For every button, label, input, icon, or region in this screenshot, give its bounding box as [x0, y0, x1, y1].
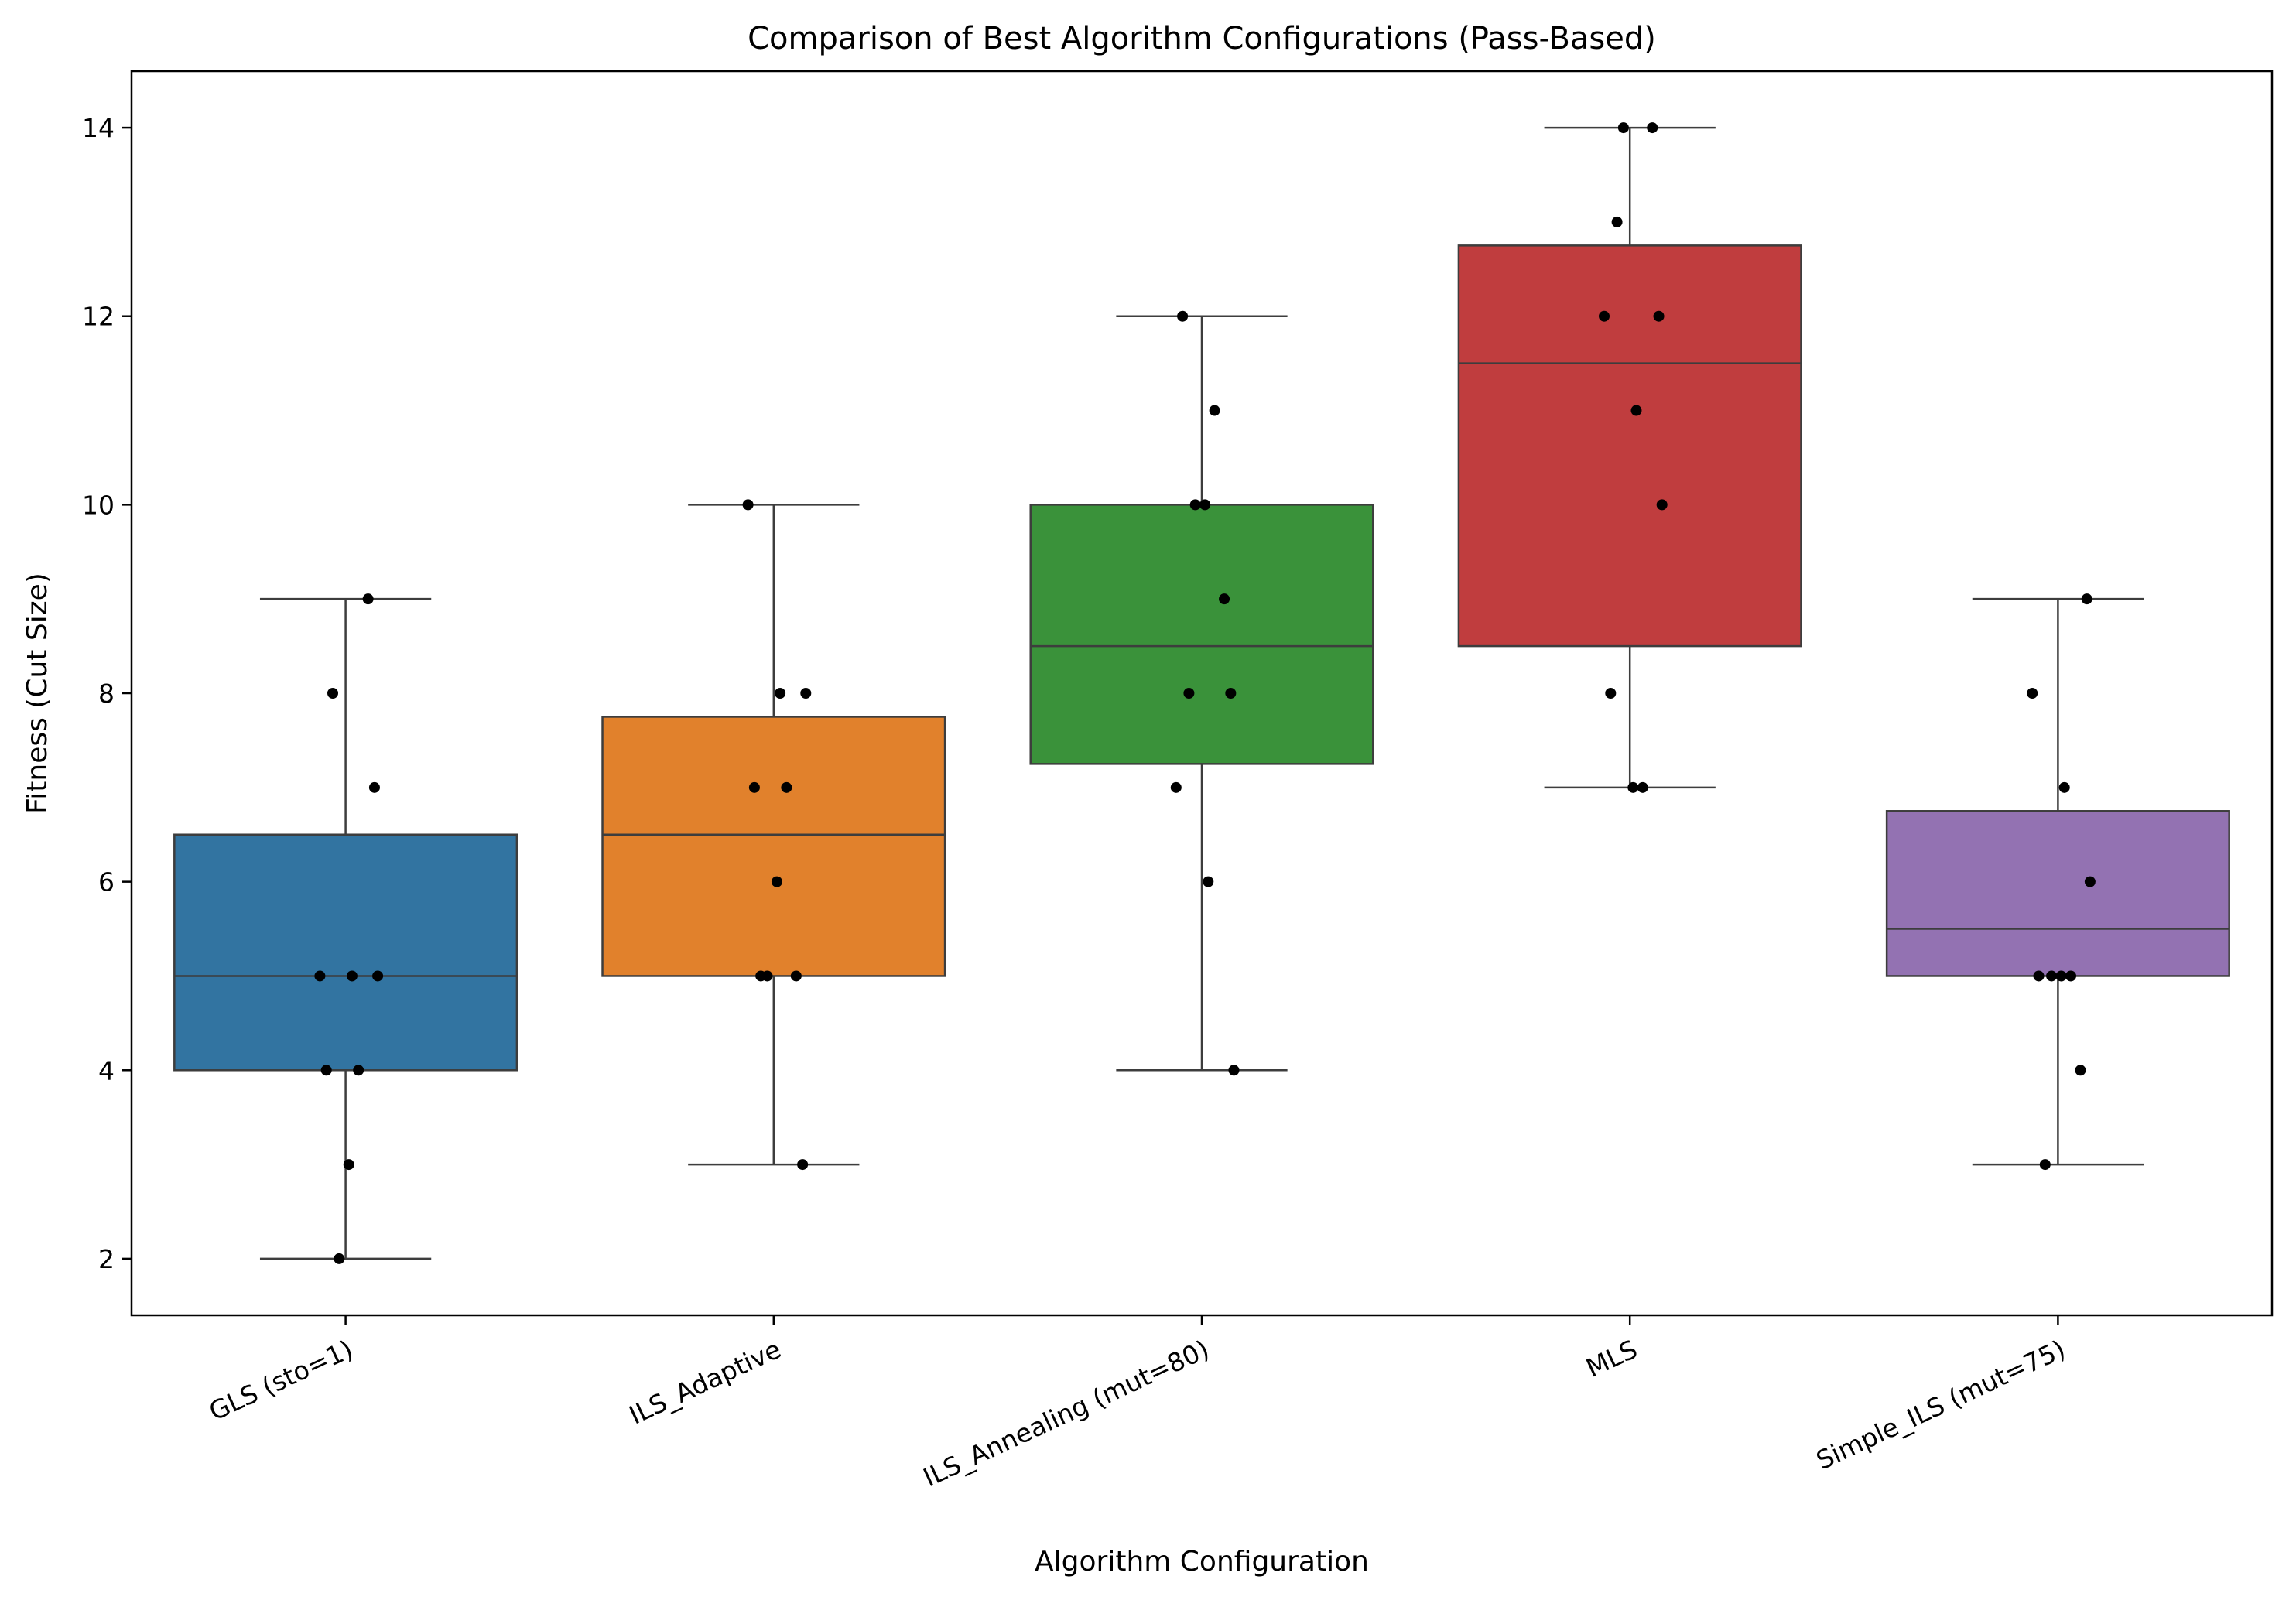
data-point — [346, 970, 358, 982]
y-axis: 2 4 6 8 10 12 14 — [82, 113, 132, 1274]
y-tick-label: 8 — [98, 679, 115, 709]
data-point — [372, 970, 384, 982]
data-point — [353, 1065, 364, 1076]
box-group-2 — [601, 504, 946, 1166]
data-point — [797, 1159, 809, 1171]
data-point — [1599, 310, 1610, 322]
x-axis: GLS (sto=1) ILS_Adaptive ILS_Annealing (mu… — [204, 1315, 2070, 1492]
data-point — [790, 970, 802, 982]
data-point — [2039, 1159, 2051, 1171]
data-point — [800, 688, 812, 699]
data-point — [362, 593, 374, 605]
data-point — [1189, 499, 1201, 511]
data-point — [2033, 970, 2045, 982]
plot-area — [173, 122, 2230, 1264]
data-point — [1617, 122, 1629, 134]
iqr-box — [1457, 244, 1802, 648]
data-point — [748, 781, 760, 793]
data-point — [1203, 876, 1214, 887]
data-point — [742, 499, 754, 511]
data-point — [2027, 688, 2038, 699]
data-point — [1637, 781, 1648, 793]
x-tick-label: Simple_ILS (mut=75) — [1812, 1334, 2070, 1475]
data-point — [1653, 310, 1665, 322]
data-point — [334, 1253, 345, 1264]
data-point — [775, 688, 786, 699]
y-tick-label: 2 — [98, 1244, 115, 1274]
data-point — [343, 1159, 354, 1171]
data-point — [1177, 310, 1189, 322]
iqr-box — [601, 716, 946, 977]
y-tick-label: 10 — [82, 490, 115, 520]
data-point — [1228, 1065, 1240, 1076]
y-tick-label: 4 — [98, 1055, 115, 1085]
data-point — [1627, 781, 1639, 793]
data-point — [771, 876, 782, 887]
data-point — [1656, 499, 1668, 511]
x-tick-label: MLS — [1582, 1334, 1642, 1383]
data-point — [781, 781, 792, 793]
data-point — [1647, 122, 1658, 134]
data-point — [1225, 688, 1237, 699]
data-point — [2046, 970, 2058, 982]
y-tick-label: 6 — [98, 867, 115, 897]
x-tick-label: ILS_Adaptive — [624, 1334, 785, 1431]
data-point — [1199, 499, 1211, 511]
data-point — [1183, 688, 1195, 699]
box-group-5 — [1885, 597, 2230, 1166]
iqr-box — [1885, 810, 2230, 977]
iqr-box — [173, 833, 518, 1072]
data-point — [314, 970, 326, 982]
box-group-3 — [1029, 315, 1374, 1072]
data-point — [1209, 405, 1220, 416]
data-point — [320, 1065, 332, 1076]
data-point — [1170, 781, 1182, 793]
x-tick-label: GLS (sto=1) — [204, 1334, 358, 1427]
data-point — [2058, 781, 2070, 793]
data-point — [2084, 876, 2096, 887]
data-point — [1630, 405, 1642, 416]
y-tick-label: 12 — [82, 302, 115, 332]
data-point — [2065, 970, 2076, 982]
y-tick-label: 14 — [82, 113, 115, 143]
data-point — [1219, 593, 1230, 605]
data-point — [1605, 688, 1617, 699]
y-axis-label: Fitness (Cut Size) — [22, 573, 53, 814]
data-point — [368, 781, 380, 793]
iqr-box — [1029, 504, 1374, 765]
chart-title: Comparison of Best Algorithm Configurati… — [748, 21, 1656, 56]
box-group-4 — [1457, 126, 1802, 789]
data-point — [327, 688, 339, 699]
data-point — [755, 970, 767, 982]
x-axis-label: Algorithm Configuration — [1035, 1546, 1369, 1578]
box-group-1 — [173, 597, 518, 1260]
data-point — [2081, 593, 2092, 605]
data-point — [2055, 970, 2067, 982]
x-tick-label: ILS_Annealing (mut=80) — [919, 1334, 1213, 1492]
data-point — [2075, 1065, 2086, 1076]
data-point — [1611, 216, 1623, 227]
